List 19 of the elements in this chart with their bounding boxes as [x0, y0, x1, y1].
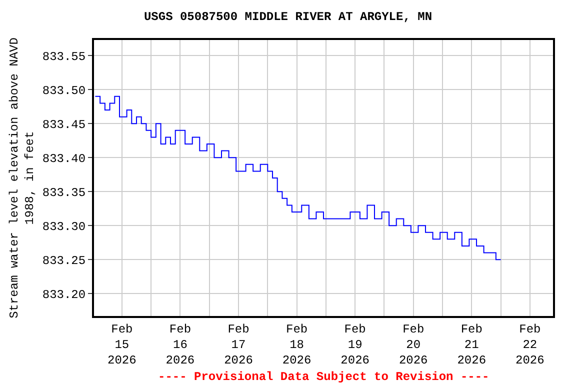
y-tick-label: 833.25 — [42, 254, 86, 268]
y-tick-label: 833.35 — [42, 186, 86, 200]
x-tick-label: Feb 22 2026 — [516, 322, 544, 368]
y-tick-label: 833.30 — [42, 220, 86, 234]
y-tick-label: 833.45 — [42, 118, 86, 132]
x-tick-label: Feb 21 2026 — [457, 322, 486, 368]
y-tick-label: 833.50 — [42, 84, 86, 98]
x-tick-label: Feb 19 2026 — [340, 322, 370, 368]
x-tick-label: Feb 17 2026 — [224, 322, 253, 368]
x-tick-label: Feb 16 2026 — [166, 322, 195, 368]
y-tick-label: 833.55 — [42, 50, 86, 64]
x-tick-label: Feb 15 2026 — [108, 322, 136, 368]
text: ---- Provisional Data Subject to Revision ---- — [158, 370, 490, 384]
x-tick-label: Feb 20 2026 — [398, 322, 428, 368]
chart-title: USGS 05087500 MIDDLE RIVER AT ARGYLE, MN — [144, 10, 432, 24]
y-tick-label: 833.20 — [42, 288, 86, 302]
y-axis-title: Stream water level elevation above NAVD 1988, in feet — [8, 38, 38, 318]
y-tick-label: 833.40 — [42, 152, 86, 166]
x-tick-label: Feb 18 2026 — [282, 322, 312, 368]
